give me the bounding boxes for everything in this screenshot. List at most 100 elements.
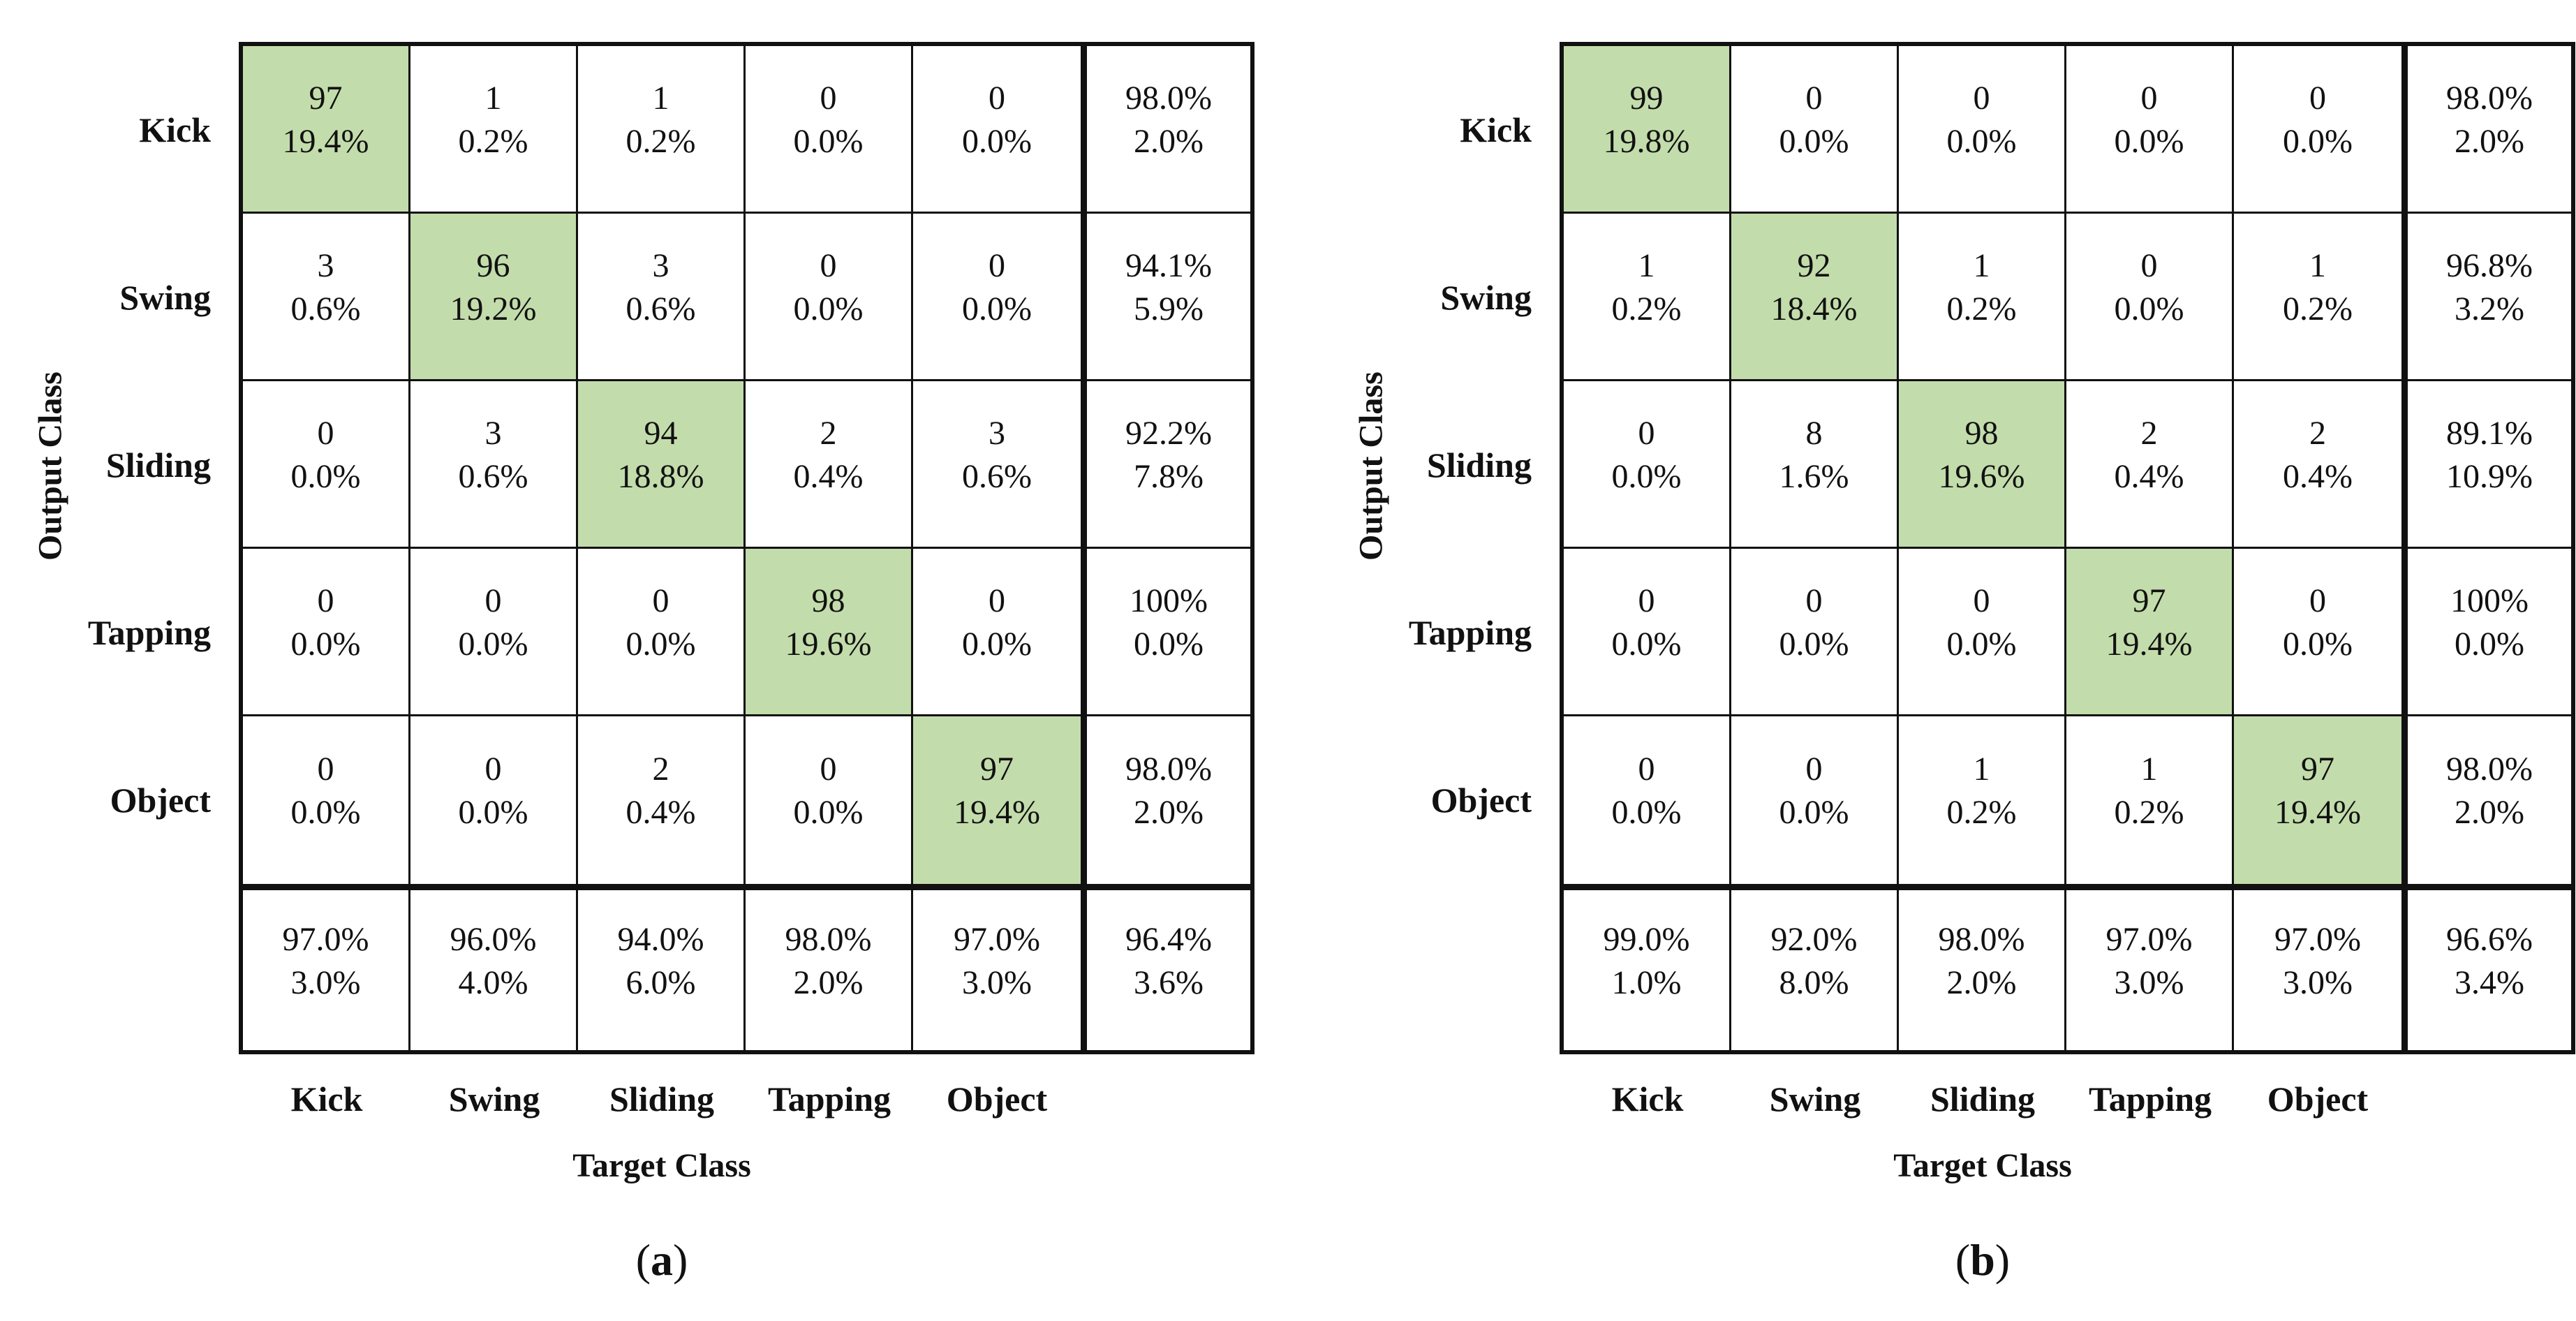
col-label-tapping: Tapping xyxy=(2088,1079,2212,1119)
cell-count: 0 xyxy=(989,79,1005,117)
cell-count: 98.0% xyxy=(2446,751,2533,788)
cell-count: 0 xyxy=(2140,79,2158,117)
cell-count: 3 xyxy=(484,414,502,452)
row-summary-cell: 92.2% 7.8% xyxy=(1081,381,1250,549)
cell-count: 97 xyxy=(2132,582,2166,619)
matrix-cell: 0 0.0% xyxy=(1564,549,1731,716)
cell-count: 1 xyxy=(652,79,669,117)
x-axis-label-a: Target Class xyxy=(572,1147,751,1184)
cell-count: 0 xyxy=(1973,582,1990,619)
col-label-swing: Swing xyxy=(448,1079,540,1119)
matrix-cell-diagonal: 99 19.8% xyxy=(1564,46,1731,214)
cell-percent: 0.0% xyxy=(626,625,696,663)
matrix-cell: 1 0.2% xyxy=(2066,716,2234,884)
cell-count: 0 xyxy=(484,751,502,788)
cell-count: 98 xyxy=(811,582,845,619)
cell-count: 96.0% xyxy=(450,920,537,958)
row-label-swing: Swing xyxy=(119,278,211,317)
matrix-cell: 3 0.6% xyxy=(913,381,1081,549)
col-summary-cell: 96.0% 4.0% xyxy=(410,884,578,1050)
cell-count: 0 xyxy=(1638,582,1655,619)
cell-count: 0 xyxy=(2140,246,2158,284)
cell-percent: 0.2% xyxy=(626,122,696,160)
cell-percent: 0.0% xyxy=(458,794,528,831)
col-summary-cell: 94.0% 6.0% xyxy=(578,884,746,1050)
matrix-cell: 0 0.0% xyxy=(410,549,578,716)
cell-count: 100% xyxy=(1130,582,1208,619)
matrix-cell: 0 0.0% xyxy=(1731,46,1899,214)
cell-percent: 0.0% xyxy=(962,122,1032,160)
cell-count: 92.2% xyxy=(1125,414,1212,452)
cell-count: 3 xyxy=(652,246,669,284)
col-summary-cell: 92.0% 8.0% xyxy=(1731,884,1899,1050)
cell-count: 94 xyxy=(644,414,678,452)
row-summary-cell: 100% 0.0% xyxy=(2401,549,2571,716)
cell-count: 97.0% xyxy=(282,920,369,958)
cell-percent: 3.6% xyxy=(1134,964,1204,1001)
matrix-cell: 1 0.2% xyxy=(410,46,578,214)
row-label-swing: Swing xyxy=(1440,278,1532,317)
col-label-sliding: Sliding xyxy=(1930,1079,2036,1119)
cell-count: 97.0% xyxy=(2274,920,2361,958)
cell-count: 94.0% xyxy=(617,920,704,958)
matrix-cell: 0 0.0% xyxy=(746,214,913,381)
cell-count: 99.0% xyxy=(1603,920,1690,958)
cell-percent: 0.6% xyxy=(962,457,1032,495)
cell-percent: 0.2% xyxy=(2283,290,2353,327)
col-label-kick: Kick xyxy=(290,1079,363,1119)
matrix-cell-diagonal: 96 19.2% xyxy=(410,214,578,381)
row-summary-cell: 98.0% 2.0% xyxy=(2401,716,2571,884)
caption-b: (b) xyxy=(1564,1234,2401,1286)
row-label-tapping: Tapping xyxy=(87,613,211,652)
cell-percent: 2.0% xyxy=(1946,964,2017,1001)
cell-count: 0 xyxy=(317,582,334,619)
cell-percent: 0.0% xyxy=(290,457,361,495)
matrix-cell: 1 0.2% xyxy=(578,46,746,214)
matrix-cell-diagonal: 94 18.8% xyxy=(578,381,746,549)
matrix-cell: 2 0.4% xyxy=(2066,381,2234,549)
cell-percent: 0.0% xyxy=(2283,625,2353,663)
cell-count: 98.0% xyxy=(1125,79,1212,117)
cell-percent: 0.0% xyxy=(2283,122,2353,160)
cell-percent: 2.0% xyxy=(2455,122,2524,160)
cell-percent: 0.2% xyxy=(458,122,528,160)
matrix-cell: 8 1.6% xyxy=(1731,381,1899,549)
row-summary-cell: 89.1% 10.9% xyxy=(2401,381,2571,549)
cell-percent: 0.0% xyxy=(2114,290,2184,327)
cell-percent: 19.6% xyxy=(785,625,872,663)
caption-a-letter: a xyxy=(651,1235,673,1285)
cell-percent: 3.0% xyxy=(290,964,361,1001)
col-label-object: Object xyxy=(2267,1079,2369,1119)
matrix-cell: 1 0.2% xyxy=(1564,214,1731,381)
matrix-cell-diagonal: 97 19.4% xyxy=(243,46,410,214)
row-summary-cell: 98.0% 2.0% xyxy=(1081,716,1250,884)
matrix-cell: 0 0.0% xyxy=(913,46,1081,214)
matrix-cell: 1 0.2% xyxy=(1899,214,2066,381)
cell-count: 94.1% xyxy=(1125,246,1212,284)
overall-accuracy-cell: 96.6% 3.4% xyxy=(2401,884,2571,1050)
cell-count: 97 xyxy=(2301,751,2334,788)
cell-count: 0 xyxy=(2309,582,2326,619)
cell-percent: 0.0% xyxy=(1611,457,1682,495)
matrix-cell: 1 0.2% xyxy=(1899,716,2066,884)
x-axis-label-b: Target Class xyxy=(1893,1147,2072,1184)
matrix-cell-diagonal: 98 19.6% xyxy=(746,549,913,716)
cell-percent: 0.2% xyxy=(1946,290,2017,327)
cell-percent: 0.4% xyxy=(2114,457,2184,495)
cell-percent: 0.0% xyxy=(793,122,864,160)
cell-count: 1 xyxy=(1973,246,1990,284)
cell-percent: 19.4% xyxy=(2105,625,2193,663)
confusion-matrix-b: 99 19.8% 0 0.0% 0 0.0% 0 0.0% 0 0.0% 98.0% 2.0% 1 0.2… xyxy=(1560,42,2575,1054)
matrix-cell: 2 0.4% xyxy=(578,716,746,884)
cell-percent: 19.4% xyxy=(954,794,1040,831)
caption-a-open: ( xyxy=(635,1235,651,1285)
matrix-cell-diagonal: 97 19.4% xyxy=(913,716,1081,884)
cell-count: 0 xyxy=(317,414,334,452)
cell-count: 98.0% xyxy=(1125,751,1212,788)
matrix-cell: 0 0.0% xyxy=(913,549,1081,716)
row-label-object: Object xyxy=(110,781,211,820)
confusion-matrix-panel-b: Output Class 99 19.8% 0 0.0% 0 0.0% 0 0.0% 0 0.0%… xyxy=(1321,0,2576,1321)
col-label-object: Object xyxy=(946,1079,1048,1119)
cell-count: 1 xyxy=(1638,246,1655,284)
cell-count: 0 xyxy=(1973,79,1990,117)
